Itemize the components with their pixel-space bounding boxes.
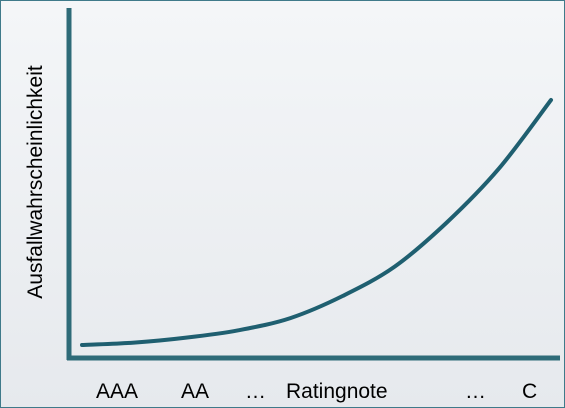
- chart-series: [80, 98, 553, 347]
- x-tick-label: AAA: [96, 380, 139, 403]
- x-tick-label: C: [522, 380, 538, 403]
- y-axis-label: Ausfallwahrscheinlichkeit: [24, 65, 47, 299]
- x-tick-label: …: [465, 380, 486, 403]
- series-line: [80, 98, 553, 347]
- x-tick-label: AA: [181, 380, 210, 403]
- x-tick-label: …: [245, 380, 266, 403]
- x-axis-tick-labels: AAA AA … Ratingnote … C: [0, 380, 565, 408]
- x-axis-label: Ratingnote: [286, 380, 388, 403]
- chart-axes: [66, 8, 560, 361]
